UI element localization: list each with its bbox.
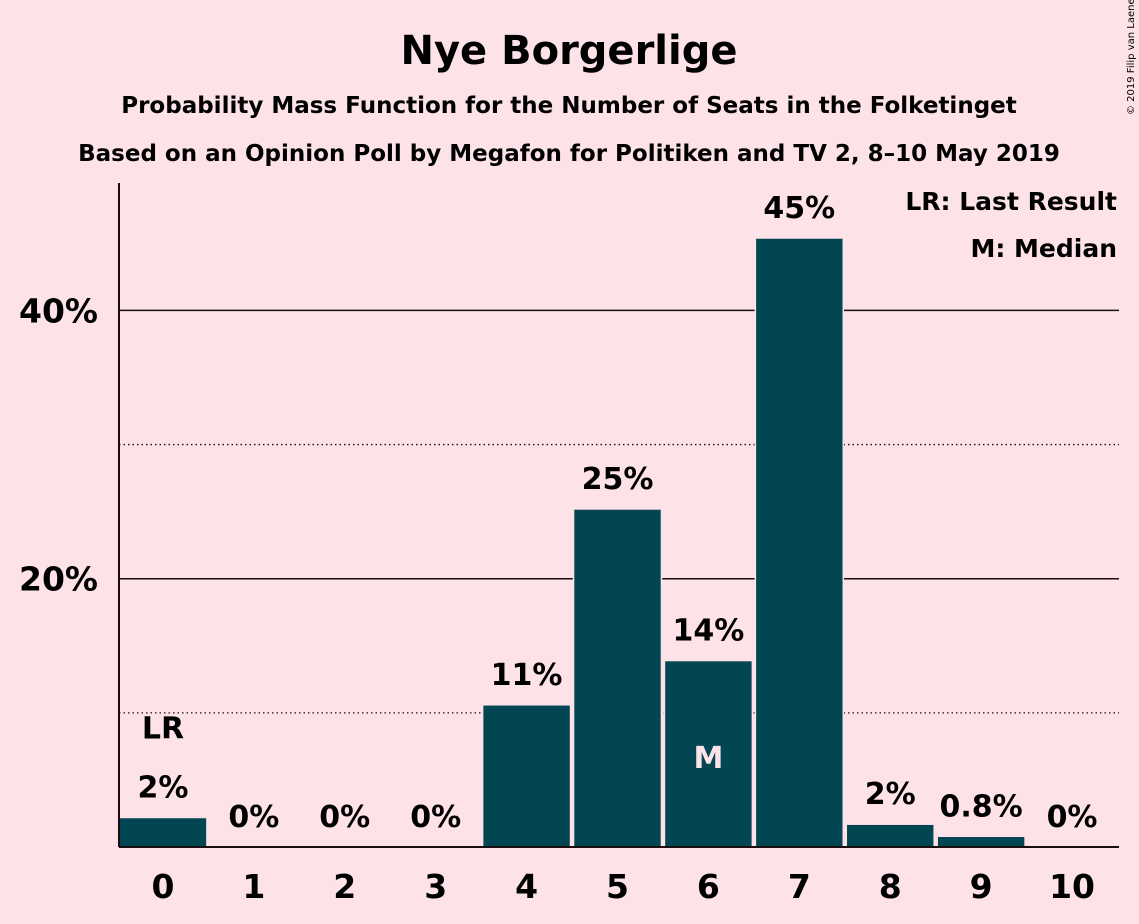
bar xyxy=(481,704,572,848)
value-label: 0% xyxy=(410,800,461,835)
value-label: 14% xyxy=(673,614,745,649)
x-tick-label: 6 xyxy=(697,867,720,906)
labels: 2% LR 0% 0% 0% 11% 25% 14% M 45% 2% 0.8% 0% xyxy=(137,191,1097,835)
value-label: 0.8% xyxy=(940,789,1023,824)
x-tick-label: 0 xyxy=(151,867,174,906)
bar xyxy=(663,659,754,848)
axes: 20% 40% 0 1 2 3 4 5 6 7 8 9 10 xyxy=(19,183,1119,906)
value-label: 0% xyxy=(1047,800,1098,835)
x-tick-label: 9 xyxy=(970,867,993,906)
y-tick-label: 20% xyxy=(19,560,98,599)
x-tick-label: 10 xyxy=(1049,867,1095,906)
copyright: © 2019 Filip van Laenen xyxy=(1126,0,1137,115)
bars xyxy=(118,237,1026,848)
bar xyxy=(845,823,935,848)
bar xyxy=(118,816,208,848)
x-tick-label: 5 xyxy=(606,867,629,906)
chart-title: Nye Borgerlige xyxy=(401,28,738,74)
value-label: 0% xyxy=(319,800,370,835)
x-tick-label: 3 xyxy=(424,867,447,906)
x-tick-label: 2 xyxy=(333,867,356,906)
last-result-marker: LR xyxy=(142,711,184,746)
x-tick-label: 1 xyxy=(242,867,265,906)
bar xyxy=(936,835,1026,848)
y-tick-label: 40% xyxy=(19,291,98,330)
legend-median: M: Median xyxy=(970,234,1117,263)
value-label: 0% xyxy=(228,800,279,835)
legend-last-result: LR: Last Result xyxy=(905,187,1117,216)
median-marker: M xyxy=(693,741,723,776)
bar xyxy=(572,508,663,848)
value-label: 11% xyxy=(491,658,563,693)
bar xyxy=(754,237,845,848)
value-label: 45% xyxy=(763,191,835,226)
x-tick-label: 7 xyxy=(788,867,811,906)
x-tick-label: 8 xyxy=(879,867,902,906)
value-label: 2% xyxy=(137,770,188,805)
chart-subtitle-2: Based on an Opinion Poll by Megafon for … xyxy=(78,141,1060,167)
value-label: 2% xyxy=(865,777,916,812)
chart-subtitle: Probability Mass Function for the Number… xyxy=(121,93,1017,119)
x-tick-label: 4 xyxy=(515,867,538,906)
value-label: 25% xyxy=(582,462,654,497)
